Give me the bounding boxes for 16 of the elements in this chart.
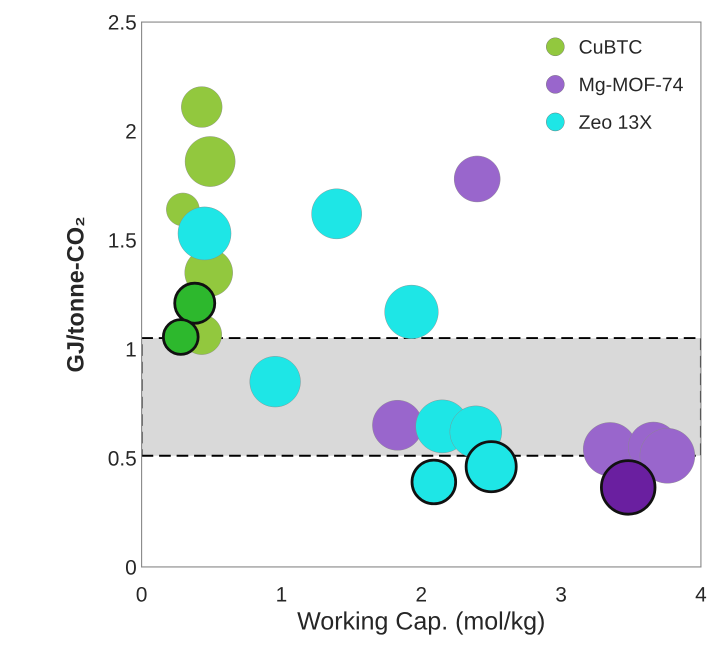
- x-tick-label: 1: [277, 587, 286, 602]
- y-tick-label: 0: [126, 560, 136, 575]
- x-axis-title: Working Cap. (mol/kg): [297, 611, 544, 635]
- y-tick-label: 2: [126, 124, 136, 139]
- legend-label: Mg-MOF-74: [580, 78, 683, 96]
- x-tick-label: 0: [136, 586, 147, 602]
- y-tick-label: 2.5: [108, 15, 136, 30]
- x-tick-label: 3: [556, 586, 566, 602]
- legend-label: Zeo 13X: [579, 115, 652, 129]
- x-tick-label: 2: [416, 586, 426, 602]
- y-tick-label: 1: [126, 342, 136, 357]
- y-axis-title: GJ/tonne-CO₂: [66, 218, 84, 372]
- y-tick-label: 0.5: [108, 450, 136, 466]
- x-tick-label: 4: [696, 587, 706, 602]
- legend-label: CuBTC: [580, 40, 642, 54]
- y-tick-label: 1.5: [109, 233, 136, 248]
